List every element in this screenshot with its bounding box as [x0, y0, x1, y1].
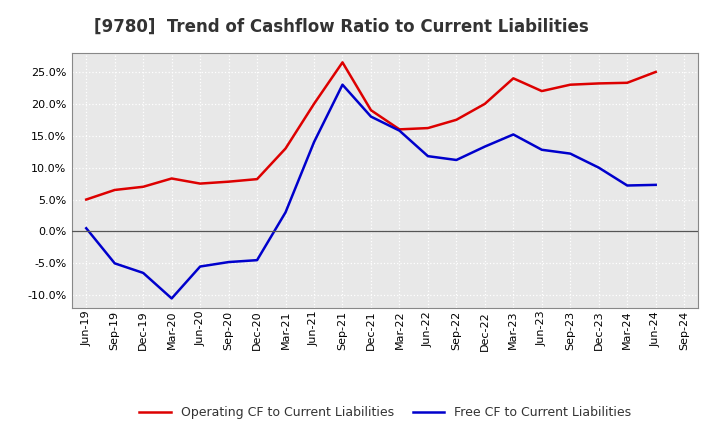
Line: Operating CF to Current Liabilities: Operating CF to Current Liabilities	[86, 62, 656, 199]
Operating CF to Current Liabilities	[509, 76, 518, 81]
Free CF to Current Liabilities	[452, 158, 461, 163]
Operating CF to Current Liabilities	[395, 127, 404, 132]
Operating CF to Current Liabilities	[253, 176, 261, 182]
Free CF to Current Liabilities	[480, 144, 489, 149]
Operating CF to Current Liabilities	[423, 125, 432, 131]
Legend: Operating CF to Current Liabilities, Free CF to Current Liabilities: Operating CF to Current Liabilities, Fre…	[135, 401, 636, 424]
Operating CF to Current Liabilities	[110, 187, 119, 193]
Free CF to Current Liabilities	[253, 257, 261, 263]
Operating CF to Current Liabilities	[196, 181, 204, 186]
Free CF to Current Liabilities	[167, 296, 176, 301]
Operating CF to Current Liabilities	[566, 82, 575, 87]
Operating CF to Current Liabilities	[225, 179, 233, 184]
Free CF to Current Liabilities	[110, 260, 119, 266]
Operating CF to Current Liabilities	[623, 80, 631, 85]
Free CF to Current Liabilities	[595, 165, 603, 170]
Free CF to Current Liabilities	[623, 183, 631, 188]
Free CF to Current Liabilities	[395, 128, 404, 133]
Operating CF to Current Liabilities	[167, 176, 176, 181]
Operating CF to Current Liabilities	[537, 88, 546, 94]
Operating CF to Current Liabilities	[139, 184, 148, 189]
Free CF to Current Liabilities	[282, 209, 290, 215]
Free CF to Current Liabilities	[338, 82, 347, 87]
Text: [9780]  Trend of Cashflow Ratio to Current Liabilities: [9780] Trend of Cashflow Ratio to Curren…	[94, 18, 588, 36]
Operating CF to Current Liabilities	[366, 107, 375, 113]
Operating CF to Current Liabilities	[452, 117, 461, 122]
Operating CF to Current Liabilities	[282, 146, 290, 151]
Operating CF to Current Liabilities	[338, 60, 347, 65]
Operating CF to Current Liabilities	[310, 101, 318, 106]
Operating CF to Current Liabilities	[480, 101, 489, 106]
Free CF to Current Liabilities	[139, 270, 148, 275]
Free CF to Current Liabilities	[196, 264, 204, 269]
Free CF to Current Liabilities	[225, 260, 233, 265]
Free CF to Current Liabilities	[509, 132, 518, 137]
Free CF to Current Liabilities	[82, 226, 91, 231]
Operating CF to Current Liabilities	[82, 197, 91, 202]
Line: Free CF to Current Liabilities: Free CF to Current Liabilities	[86, 84, 656, 298]
Free CF to Current Liabilities	[423, 154, 432, 159]
Operating CF to Current Liabilities	[652, 69, 660, 74]
Free CF to Current Liabilities	[366, 114, 375, 119]
Operating CF to Current Liabilities	[595, 81, 603, 86]
Free CF to Current Liabilities	[310, 139, 318, 145]
Free CF to Current Liabilities	[537, 147, 546, 152]
Free CF to Current Liabilities	[566, 151, 575, 156]
Free CF to Current Liabilities	[652, 182, 660, 187]
